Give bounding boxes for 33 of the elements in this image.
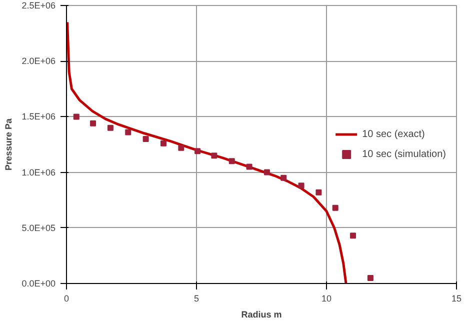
point [316,189,322,196]
point [194,148,201,154]
point [107,124,114,131]
y-axis-title: Pressure Pa [4,117,14,171]
point [298,182,304,189]
point [280,174,287,181]
point [332,204,338,211]
x-axis-title: Radius m [241,310,282,320]
y-tick-label: 0.0E+00 [22,278,56,288]
x-tick-label: 0 [64,294,70,304]
legend-label: 10 sec (simulation) [362,148,446,160]
y-tick-label: 2.5E+06 [22,0,56,10]
y-tick-label: 5.0E+05 [22,222,56,233]
legend-label: 10 sec (exact) [362,128,425,140]
point [142,136,149,142]
point [367,274,374,281]
y-tick-label: 1.0E+06 [22,167,56,178]
y-tick-label: 1.5E+06 [22,112,56,122]
point [90,120,96,126]
x-tick-label: 10 [321,294,332,304]
point [73,114,80,120]
y-tick-label: 2.0E+06 [22,56,56,66]
point [178,144,184,151]
point [246,164,252,170]
point [350,232,356,239]
line-series [66,20,348,284]
x-tick-label: 15 [451,294,462,304]
point [228,158,235,164]
point [211,152,218,159]
x-tick-label: 5 [194,294,200,304]
point [264,169,270,176]
point [160,140,166,146]
point [125,129,132,136]
